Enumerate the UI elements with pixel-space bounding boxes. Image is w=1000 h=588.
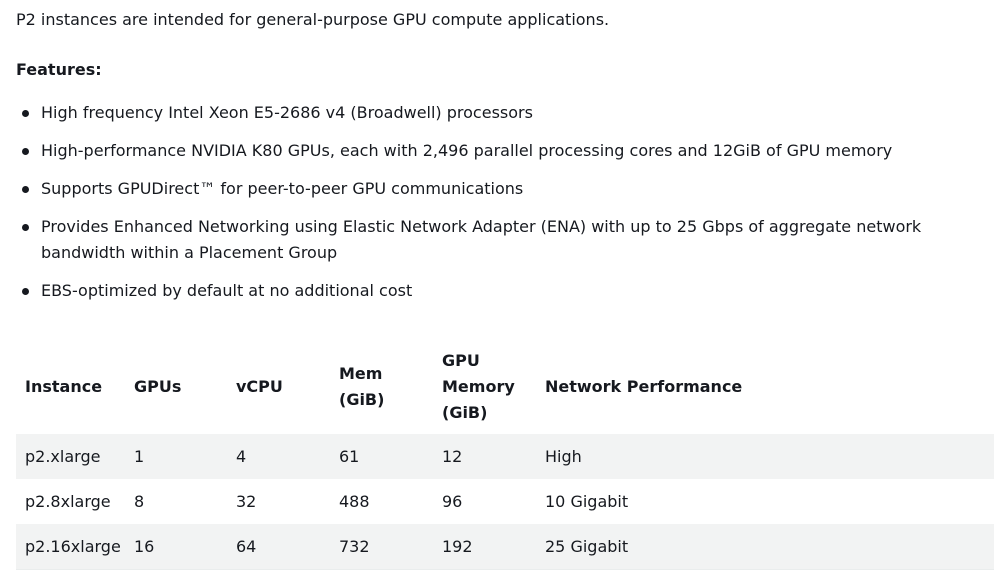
cell-network: 25 Gigabit xyxy=(536,524,994,570)
table-header: Instance GPUs vCPU Mem (GiB) GPU Memory … xyxy=(16,346,994,434)
bullet-icon xyxy=(22,148,29,155)
feature-item: High-performance NVIDIA K80 GPUs, each w… xyxy=(0,138,1000,164)
feature-item: Provides Enhanced Networking using Elast… xyxy=(0,214,1000,266)
feature-item: EBS-optimized by default at no additiona… xyxy=(0,278,1000,304)
feature-item: High frequency Intel Xeon E5-2686 v4 (Br… xyxy=(0,100,1000,126)
feature-text: Provides Enhanced Networking using Elast… xyxy=(41,217,922,262)
features-heading: Features: xyxy=(16,60,102,79)
header-gpu-memory-line: (GiB) xyxy=(442,403,488,422)
table-body: p2.xlarge 1 4 61 12 High p2.8xlarge 8 32… xyxy=(16,434,994,570)
feature-text: Supports GPUDirect™ for peer-to-peer GPU… xyxy=(41,179,524,198)
header-gpus: GPUs xyxy=(134,377,182,396)
header-vcpu: vCPU xyxy=(236,377,283,396)
cell-vcpu: 32 xyxy=(236,491,257,511)
feature-text: High frequency Intel Xeon E5-2686 v4 (Br… xyxy=(41,103,533,122)
cell-vcpu: 64 xyxy=(227,524,330,570)
feature-text: EBS-optimized by default at no additiona… xyxy=(41,281,413,300)
feature-text: High-performance NVIDIA K80 GPUs, each w… xyxy=(41,141,893,160)
header-instance: Instance xyxy=(25,377,103,396)
cell-mem: 61 xyxy=(339,446,360,466)
cell-instance: p2.xlarge xyxy=(25,446,101,466)
header-mem: Mem (GiB) xyxy=(339,364,385,409)
cell-gpus: 8 xyxy=(134,491,145,511)
header-gpu-memory-line: GPU xyxy=(442,351,480,370)
cell-gpu-memory: 96 xyxy=(442,491,463,511)
cell-instance: p2.8xlarge xyxy=(25,491,111,511)
cell-mem: 488 xyxy=(339,491,370,511)
bullet-icon xyxy=(22,224,29,231)
instance-spec-table: Instance GPUs vCPU Mem (GiB) GPU Memory … xyxy=(16,346,994,570)
features-list: High frequency Intel Xeon E5-2686 v4 (Br… xyxy=(0,100,1000,316)
table-row: p2.16xlarge 16 64 732 192 25 Gigabit xyxy=(16,524,994,570)
cell-mem: 732 xyxy=(330,524,433,570)
cell-gpu-memory: 12 xyxy=(442,446,463,466)
header-network: Network Performance xyxy=(545,377,743,396)
cell-vcpu: 4 xyxy=(236,446,247,466)
bullet-icon xyxy=(22,110,29,117)
table-row: p2.xlarge 1 4 61 12 High xyxy=(16,434,994,479)
intro-text: P2 instances are intended for general-pu… xyxy=(16,10,610,29)
header-gpu-memory: GPU Memory (GiB) xyxy=(433,346,536,434)
table-header-row: Instance GPUs vCPU Mem (GiB) GPU Memory … xyxy=(16,346,994,434)
cell-network: High xyxy=(545,446,582,466)
header-gpu-memory-line: Memory xyxy=(442,377,515,396)
table-row: p2.8xlarge 8 32 488 96 10 Gigabit xyxy=(16,479,994,524)
bullet-icon xyxy=(22,288,29,295)
cell-instance: p2.16xlarge xyxy=(16,524,125,570)
cell-gpus: 16 xyxy=(125,524,227,570)
cell-gpu-memory: 192 xyxy=(433,524,536,570)
feature-item: Supports GPUDirect™ for peer-to-peer GPU… xyxy=(0,176,1000,202)
cell-network: 10 Gigabit xyxy=(545,491,629,511)
cell-gpus: 1 xyxy=(134,446,145,466)
bullet-icon xyxy=(22,186,29,193)
